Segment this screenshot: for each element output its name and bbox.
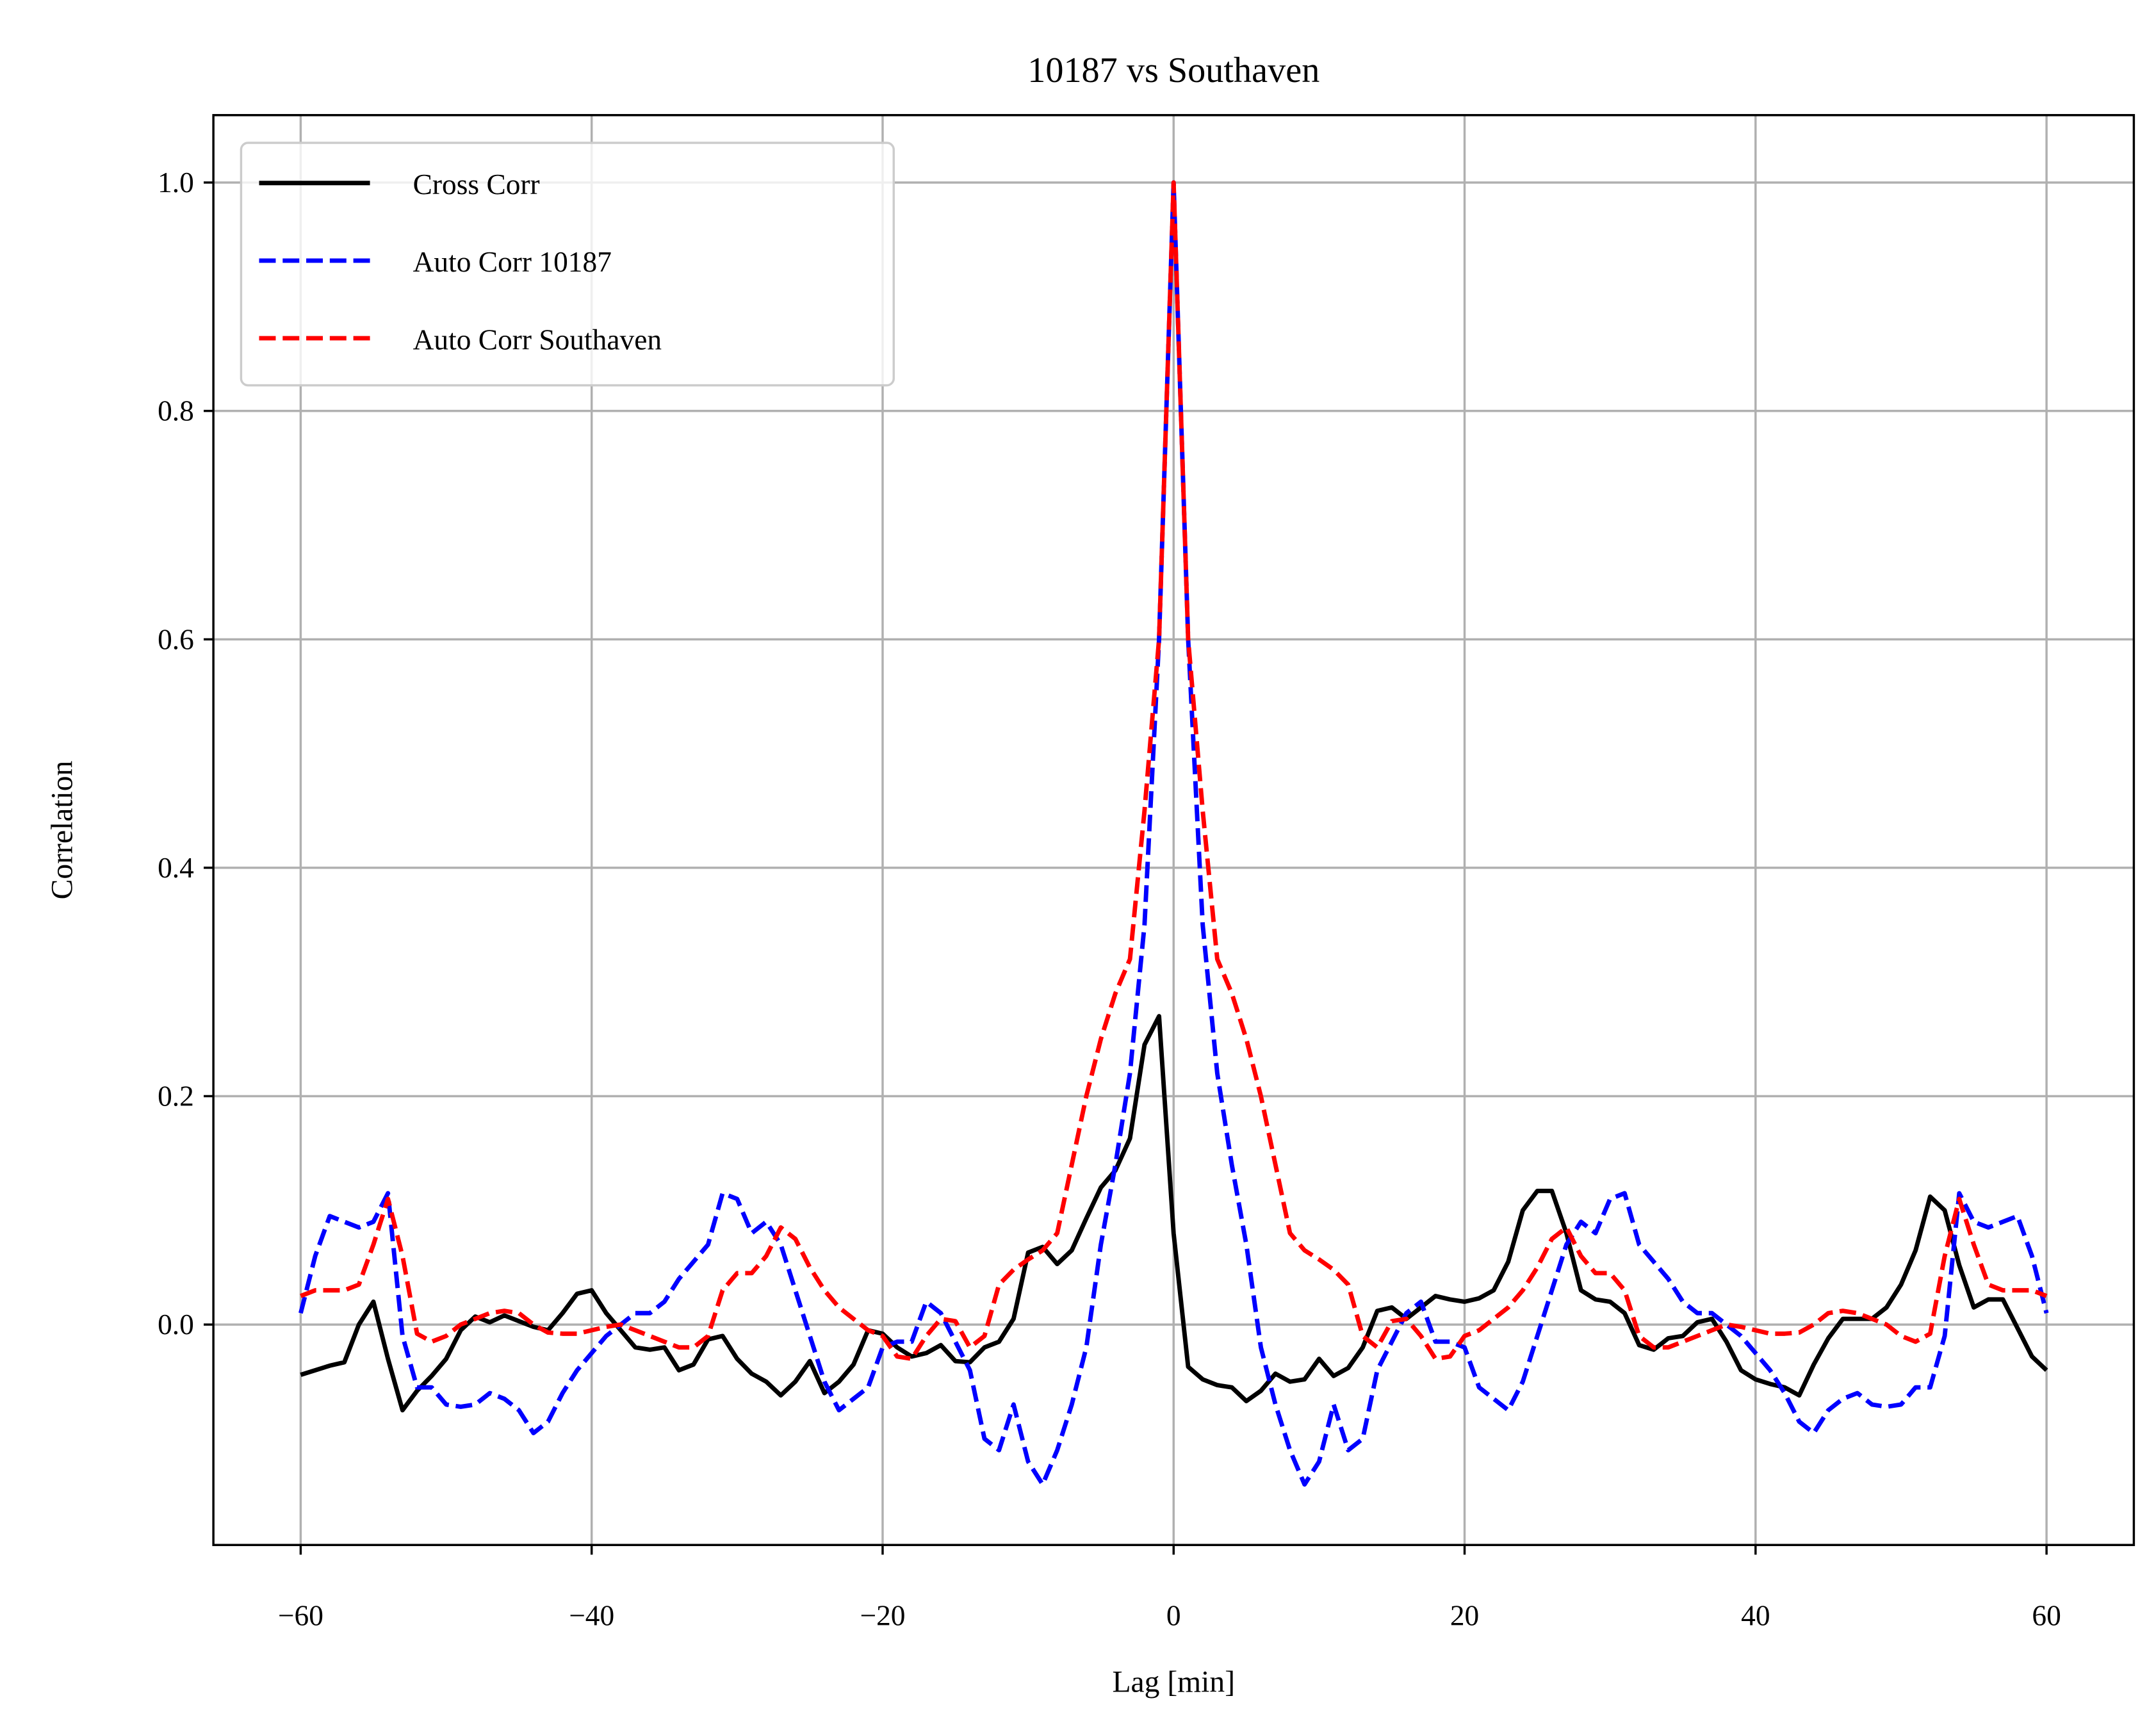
legend-box [240, 142, 895, 387]
y-tick-label: 0.0 [158, 1308, 194, 1341]
y-tick-label: 1.0 [158, 167, 194, 199]
y-tick-label: 0.2 [158, 1080, 194, 1113]
x-tick-label: −60 [278, 1600, 323, 1632]
x-tick-label: 40 [1741, 1600, 1770, 1632]
y-tick-label: 0.6 [158, 623, 194, 655]
legend: Cross Corr Auto Corr 10187 Auto Corr South… [240, 142, 895, 387]
x-axis-label: Lag [min] [1112, 1666, 1235, 1699]
y-axis-label: Correlation [45, 760, 79, 899]
line-series [300, 180, 2048, 1362]
y-tick-label: 0.8 [158, 395, 194, 427]
x-tick-label: 0 [1166, 1600, 1181, 1632]
x-tick-label: 20 [1450, 1600, 1479, 1632]
legend-label: Cross Corr [413, 168, 540, 200]
chart-title: 10187 vs Southaven [1027, 51, 1319, 90]
x-tick-label: −40 [569, 1600, 614, 1632]
plot-area [298, 180, 2049, 1487]
y-tick-label: 0.4 [158, 852, 194, 884]
legend-label: Auto Corr 10187 [413, 246, 612, 278]
legend-label: Auto Corr Southaven [413, 323, 662, 355]
x-tick-label: −20 [860, 1600, 905, 1632]
ticks: −60 −40 −20 0 20 40 60 0.0 0.2 0.4 0.6 0.8 1.0 [158, 167, 2061, 1632]
x-tick-label: 60 [2032, 1600, 2061, 1632]
line-series [300, 1014, 2048, 1413]
